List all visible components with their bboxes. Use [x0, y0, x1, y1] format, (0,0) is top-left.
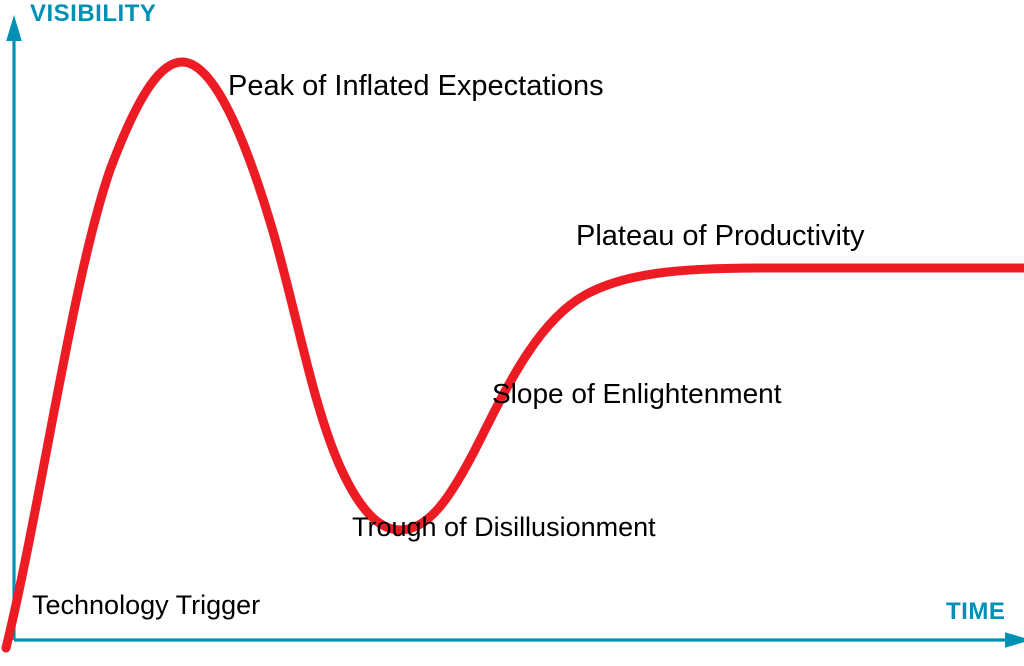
hype-curve	[6, 62, 1024, 648]
phase-trough-disillusionment: Trough of Disillusionment	[352, 512, 656, 543]
x-axis-label: TIME	[946, 598, 1005, 626]
x-axis-arrow	[1005, 632, 1024, 648]
y-axis-label: VISIBILITY	[30, 0, 156, 28]
phase-technology-trigger: Technology Trigger	[32, 590, 260, 621]
phase-peak-inflated-expectations: Peak of Inflated Expectations	[228, 70, 604, 103]
hype-cycle-diagram: VISIBILITY TIME Technology Trigger Peak …	[0, 0, 1024, 666]
y-axis-arrow	[6, 15, 22, 41]
phase-plateau-productivity: Plateau of Productivity	[576, 220, 865, 253]
phase-slope-enlightenment: Slope of Enlightenment	[492, 378, 782, 410]
